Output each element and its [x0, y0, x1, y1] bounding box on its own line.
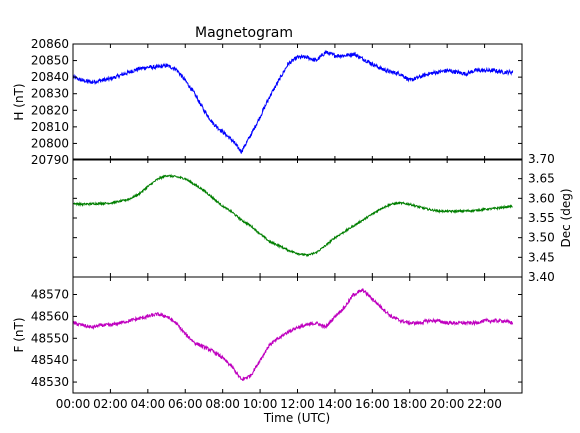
h-panel-y-tick-label: 20790	[31, 153, 69, 167]
dec-panel-y-tick-label: 3.70	[528, 152, 555, 166]
x-tick-label: 20:00	[430, 397, 465, 411]
chart-title: Magnetogram	[195, 25, 293, 41]
x-tick-label: 12:00	[280, 397, 315, 411]
x-tick-label: 22:00	[467, 397, 502, 411]
h-panel-y-tick-label: 20850	[31, 54, 69, 68]
h-panel-y-axis-label: H (nT)	[12, 83, 26, 120]
dec-panel-y-tick-label: 3.40	[528, 270, 555, 284]
h-panel-series-line	[72, 49, 514, 154]
h-panel-y-tick-label: 20830	[31, 87, 69, 101]
dec-panel-y-tick-label: 3.55	[528, 211, 555, 225]
x-tick-label: 00:00	[56, 397, 91, 411]
f-panel-series-line	[72, 288, 514, 382]
dec-panel-y-tick-label: 3.60	[528, 191, 555, 205]
chart-panels: 20790 20800 20810 20820 20830 20840 20850 20860…	[12, 37, 573, 411]
x-tick-label: 02:00	[93, 397, 128, 411]
f-panel-y-tick-label: 48530	[31, 375, 69, 389]
x-tick-label: 08:00	[205, 397, 240, 411]
dec-panel-y-axis-label: Dec (deg)	[559, 188, 573, 247]
h-panel-y-tick-label: 20840	[31, 70, 69, 84]
x-tick-label: 10:00	[243, 397, 278, 411]
dec-panel-y-tick-label: 3.45	[528, 250, 555, 264]
f-panel-y-tick-label: 48540	[31, 353, 69, 367]
h-panel-y-tick-label: 20820	[31, 103, 69, 117]
dec-panel-y-tick-label: 3.65	[528, 172, 555, 186]
dec-panel-series-line	[72, 173, 513, 258]
x-tick-label: 04:00	[131, 397, 166, 411]
f-panel-y-tick-label: 48560	[31, 309, 69, 323]
f-panel-y-tick-label: 48570	[31, 288, 69, 302]
f-panel-y-tick-label: 48550	[31, 331, 69, 345]
x-axis-label: Time (UTC)	[263, 411, 330, 425]
h-panel-y-tick-label: 20800	[31, 136, 69, 150]
x-tick-label: 14:00	[318, 397, 353, 411]
x-tick-label: 06:00	[168, 397, 203, 411]
h-panel-y-tick-label: 20860	[31, 37, 69, 51]
dec-panel-y-tick-label: 3.50	[528, 231, 555, 245]
h-panel-y-tick-label: 20810	[31, 120, 69, 134]
f-panel-y-axis-label: F (nT)	[12, 317, 26, 352]
x-tick-label: 18:00	[392, 397, 427, 411]
x-tick-label: 16:00	[355, 397, 390, 411]
